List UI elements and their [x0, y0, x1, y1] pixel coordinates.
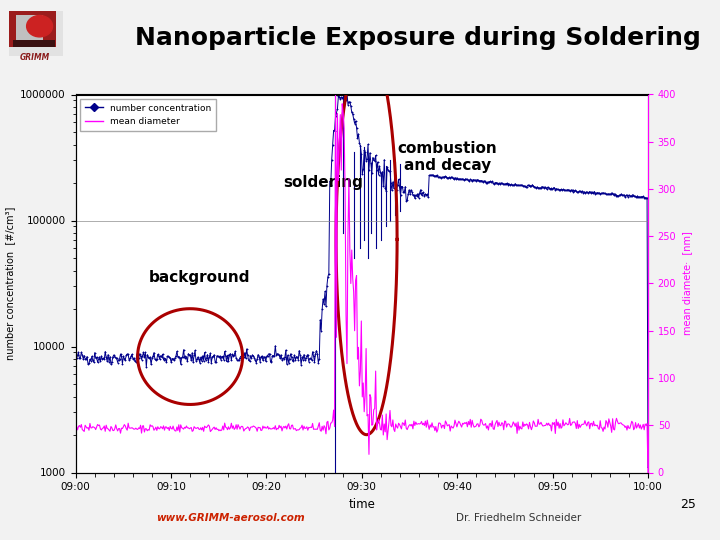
Text: Nanoparticle Exposure during Soldering: Nanoparticle Exposure during Soldering [135, 26, 701, 50]
FancyBboxPatch shape [9, 11, 63, 56]
FancyBboxPatch shape [16, 16, 43, 42]
Y-axis label: number concentration  [#/cm³]: number concentration [#/cm³] [5, 207, 14, 360]
X-axis label: time: time [348, 498, 375, 511]
Text: 25: 25 [680, 498, 696, 511]
Text: GRIMM: GRIMM [19, 53, 50, 62]
Text: Dr. Friedhelm Schneider: Dr. Friedhelm Schneider [456, 514, 581, 523]
Legend: number concentration, mean diameter: number concentration, mean diameter [80, 99, 216, 131]
Y-axis label: mean diamete·  [nm]: mean diamete· [nm] [682, 232, 692, 335]
FancyBboxPatch shape [13, 40, 55, 47]
Text: combustion
and decay: combustion and decay [397, 140, 498, 173]
FancyBboxPatch shape [9, 11, 56, 47]
Text: background: background [149, 271, 251, 286]
Text: soldering: soldering [284, 175, 364, 190]
Circle shape [27, 16, 53, 37]
Text: www.GRIMM-aerosol.com: www.GRIMM-aerosol.com [156, 514, 305, 523]
